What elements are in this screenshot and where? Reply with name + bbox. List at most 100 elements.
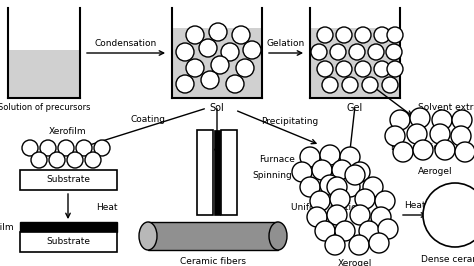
Circle shape [355,27,371,43]
Circle shape [330,44,346,60]
Circle shape [186,26,204,44]
Circle shape [435,140,455,160]
Ellipse shape [269,222,287,250]
Text: Gelation: Gelation [267,39,305,48]
Bar [148,222,278,250]
Circle shape [355,61,371,77]
Circle shape [340,177,360,197]
Circle shape [307,207,327,227]
Bar [310,28,400,98]
Circle shape [387,61,403,77]
Circle shape [382,77,398,93]
Circle shape [349,44,365,60]
Circle shape [345,165,365,185]
Circle shape [432,110,452,130]
Circle shape [332,160,352,180]
Bar [20,232,117,252]
Bar [8,50,80,98]
Circle shape [322,77,338,93]
Ellipse shape [139,222,157,250]
Text: Uniform particles: Uniform particles [291,202,369,211]
Circle shape [320,175,340,195]
Circle shape [430,124,450,144]
Circle shape [355,189,375,209]
Circle shape [335,221,355,241]
Circle shape [350,205,370,225]
Circle shape [413,140,433,160]
Circle shape [371,207,391,227]
Circle shape [325,235,345,255]
Circle shape [67,152,83,168]
Text: Substrate: Substrate [46,238,90,247]
Circle shape [359,221,379,241]
Text: Furnace: Furnace [259,156,295,164]
Circle shape [211,56,229,74]
Circle shape [317,27,333,43]
Circle shape [423,183,474,247]
Circle shape [393,142,413,162]
Circle shape [362,77,378,93]
Bar [172,28,262,98]
Circle shape [390,110,410,130]
Circle shape [199,39,217,57]
Circle shape [451,126,471,146]
Circle shape [342,77,358,93]
Circle shape [76,140,92,156]
Circle shape [452,110,472,130]
Circle shape [40,140,56,156]
Circle shape [387,27,403,43]
Circle shape [330,189,350,209]
Text: Dense film: Dense film [0,222,14,231]
Circle shape [320,145,340,165]
Text: Heat: Heat [96,202,118,211]
Bar [214,130,220,215]
Text: Xerofilm: Xerofilm [49,127,87,136]
Circle shape [350,162,370,182]
Circle shape [374,27,390,43]
Circle shape [22,140,38,156]
Circle shape [312,160,332,180]
Circle shape [49,152,65,168]
Circle shape [201,71,219,89]
Circle shape [407,124,427,144]
Circle shape [375,191,395,211]
Circle shape [369,233,389,253]
Circle shape [58,140,74,156]
Circle shape [340,147,360,167]
Circle shape [226,75,244,93]
Text: Gel: Gel [347,103,363,113]
Text: Evaporation: Evaporation [390,143,445,152]
Circle shape [385,126,405,146]
Circle shape [232,26,250,44]
Circle shape [315,221,335,241]
Text: Solution of precursors: Solution of precursors [0,103,90,113]
Circle shape [410,108,430,128]
Circle shape [311,44,327,60]
Circle shape [336,61,352,77]
Circle shape [176,43,194,61]
Circle shape [349,235,369,255]
Text: Solvent extraction: Solvent extraction [418,102,474,111]
Circle shape [243,41,261,59]
Circle shape [94,140,110,156]
Circle shape [85,152,101,168]
Circle shape [327,177,347,197]
Circle shape [186,59,204,77]
Circle shape [176,75,194,93]
Text: Heat: Heat [404,201,426,210]
Text: Condensation: Condensation [95,39,157,48]
Bar [20,222,117,232]
Circle shape [368,44,384,60]
Text: Aerogel: Aerogel [418,168,452,177]
Circle shape [327,205,347,225]
Text: Coating: Coating [130,115,165,124]
Circle shape [300,147,320,167]
Text: Substrate: Substrate [46,176,90,185]
Text: Dense ceramic: Dense ceramic [421,256,474,264]
Text: Spinning: Spinning [252,171,292,180]
Circle shape [317,61,333,77]
Circle shape [455,142,474,162]
Bar [197,130,213,215]
Text: Sol: Sol [210,103,224,113]
Circle shape [209,23,227,41]
